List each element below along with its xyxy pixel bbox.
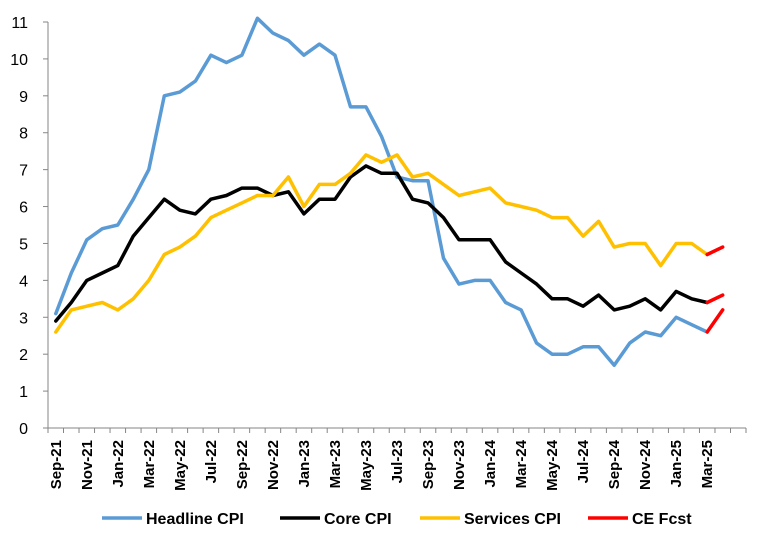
series-layer	[54, 16, 725, 368]
x-tick-label: Sep-23	[420, 440, 437, 489]
x-axis: Sep-21 Nov-21 Jan-22 Mar-22 May-22 Jul-22 Sep-…	[47, 427, 747, 491]
legend-label-core-cpi: Core CPI	[324, 511, 392, 528]
x-tick-label: Mar-23	[327, 440, 344, 488]
y-tick-label: 5	[19, 236, 28, 253]
headline-cpi-line	[54, 16, 709, 368]
y-axis: 0 1 2 3 4 5 6 7 8 9 10 11	[10, 15, 49, 438]
x-tick-label: Mar-25	[699, 440, 716, 488]
y-tick-label: 8	[19, 126, 28, 143]
legend-label-ce-fcst: CE Fcst	[632, 511, 692, 528]
y-tick-label: 6	[19, 200, 28, 217]
ce-fcst-segment	[705, 308, 725, 334]
x-tick-label: Mar-24	[513, 439, 530, 488]
y-tick-label: 3	[19, 310, 28, 327]
core-cpi-line	[54, 164, 709, 323]
x-tick-label: Sep-22	[234, 440, 251, 489]
legend-label-headline-cpi: Headline CPI	[146, 511, 244, 528]
y-tick-label: 2	[19, 347, 28, 364]
services-cpi-line	[54, 153, 709, 334]
x-tick-label: Jan-23	[296, 440, 313, 488]
ce-fcst-segment	[705, 245, 725, 257]
y-tick-label: 0	[19, 421, 28, 438]
x-tick-label: Jan-22	[110, 440, 127, 488]
x-tick-label: Jul-23	[389, 440, 406, 483]
x-tick-label: May-23	[358, 440, 375, 491]
x-tick-label: Mar-22	[141, 440, 158, 488]
x-tick-label: Jul-24	[575, 439, 592, 483]
x-tick-label: May-22	[172, 440, 189, 491]
x-tick-label: Jan-24	[482, 439, 499, 487]
x-tick-label: Nov-24	[637, 439, 654, 490]
x-tick-label: Sep-21	[48, 440, 65, 489]
x-tick-label: Nov-22	[265, 440, 282, 490]
legend: Headline CPI Core CPI Services CPI CE Fcst	[102, 511, 692, 528]
y-tick-label: 10	[10, 52, 28, 69]
x-tick-label: Jan-25	[668, 440, 685, 488]
y-tick-label: 4	[19, 273, 28, 290]
y-tick-label: 9	[19, 89, 28, 106]
x-tick-label: May-24	[544, 439, 561, 491]
x-tick-label: Nov-23	[451, 440, 468, 490]
legend-label-services-cpi: Services CPI	[464, 511, 561, 528]
y-tick-label: 7	[19, 163, 28, 180]
ce-fcst-segment	[705, 293, 725, 305]
y-tick-label: 11	[11, 15, 28, 32]
y-tick-label: 1	[19, 384, 28, 401]
x-tick-label: Nov-21	[79, 440, 96, 490]
x-tick-label: Sep-24	[606, 439, 623, 489]
x-tick-label: Jul-22	[203, 440, 220, 483]
